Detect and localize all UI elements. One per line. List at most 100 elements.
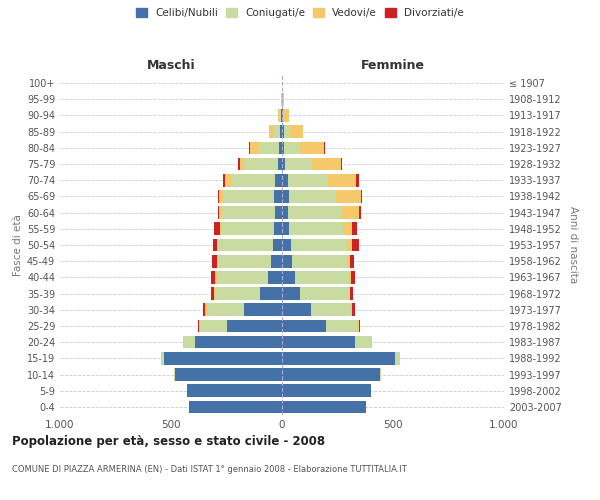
Bar: [290, 126, 303, 138]
Bar: [203, 304, 205, 316]
Bar: [231, 174, 275, 186]
Bar: [328, 174, 356, 186]
Bar: [187, 384, 282, 397]
Bar: [282, 336, 355, 348]
Bar: [395, 352, 400, 364]
Bar: [217, 271, 268, 283]
Bar: [218, 255, 271, 268]
Bar: [286, 158, 312, 170]
Bar: [356, 174, 359, 186]
Bar: [359, 206, 361, 219]
Bar: [268, 271, 282, 283]
Bar: [282, 288, 300, 300]
Bar: [212, 255, 217, 268]
Bar: [282, 158, 286, 170]
Bar: [244, 304, 282, 316]
Bar: [273, 126, 280, 138]
Bar: [278, 158, 282, 170]
Bar: [380, 368, 381, 381]
Bar: [349, 271, 351, 283]
Bar: [221, 206, 275, 219]
Bar: [311, 304, 351, 316]
Bar: [287, 174, 328, 186]
Bar: [275, 174, 282, 186]
Bar: [205, 304, 206, 316]
Bar: [175, 368, 282, 381]
Bar: [282, 368, 380, 381]
Bar: [312, 158, 341, 170]
Bar: [371, 336, 372, 348]
Bar: [292, 255, 347, 268]
Bar: [289, 222, 343, 235]
Bar: [278, 109, 280, 122]
Bar: [347, 255, 350, 268]
Bar: [161, 352, 164, 364]
Bar: [350, 255, 354, 268]
Bar: [196, 336, 282, 348]
Bar: [219, 206, 221, 219]
Bar: [361, 190, 362, 202]
Bar: [197, 320, 199, 332]
Bar: [218, 190, 219, 202]
Bar: [282, 352, 395, 364]
Bar: [291, 238, 347, 252]
Bar: [274, 222, 282, 235]
Bar: [359, 320, 360, 332]
Bar: [283, 93, 284, 106]
Bar: [282, 126, 284, 138]
Bar: [250, 142, 259, 154]
Bar: [282, 174, 287, 186]
Bar: [282, 238, 291, 252]
Bar: [282, 400, 367, 413]
Bar: [284, 109, 289, 122]
Bar: [343, 222, 352, 235]
Bar: [220, 222, 221, 235]
Bar: [164, 352, 282, 364]
Bar: [282, 142, 284, 154]
Bar: [206, 304, 244, 316]
Bar: [282, 190, 289, 202]
Bar: [199, 320, 200, 332]
Bar: [189, 400, 282, 413]
Bar: [271, 255, 282, 268]
Text: Popolazione per età, sesso e stato civile - 2008: Popolazione per età, sesso e stato civil…: [12, 435, 325, 448]
Bar: [283, 109, 284, 122]
Bar: [300, 142, 324, 154]
Text: Femmine: Femmine: [361, 60, 425, 72]
Bar: [240, 158, 244, 170]
Bar: [218, 206, 219, 219]
Bar: [244, 158, 278, 170]
Bar: [217, 255, 218, 268]
Bar: [352, 304, 355, 316]
Bar: [287, 206, 341, 219]
Bar: [223, 190, 274, 202]
Legend: Celibi/Nubili, Coniugati/e, Vedovi/e, Divorziati/e: Celibi/Nubili, Coniugati/e, Vedovi/e, Di…: [133, 5, 467, 21]
Bar: [259, 142, 278, 154]
Bar: [249, 142, 250, 154]
Bar: [351, 271, 355, 283]
Bar: [289, 190, 337, 202]
Bar: [351, 304, 352, 316]
Bar: [337, 190, 361, 202]
Bar: [221, 222, 274, 235]
Bar: [350, 288, 353, 300]
Bar: [269, 126, 273, 138]
Bar: [223, 174, 226, 186]
Bar: [281, 109, 282, 122]
Bar: [295, 271, 349, 283]
Bar: [300, 288, 349, 300]
Bar: [215, 288, 260, 300]
Y-axis label: Fasce di età: Fasce di età: [13, 214, 23, 276]
Bar: [282, 271, 295, 283]
Bar: [282, 109, 283, 122]
Bar: [211, 271, 215, 283]
Bar: [355, 336, 371, 348]
Bar: [275, 206, 282, 219]
Bar: [183, 336, 184, 348]
Bar: [282, 304, 311, 316]
Bar: [347, 238, 352, 252]
Bar: [282, 255, 292, 268]
Bar: [341, 206, 359, 219]
Bar: [273, 238, 282, 252]
Text: Maschi: Maschi: [146, 60, 196, 72]
